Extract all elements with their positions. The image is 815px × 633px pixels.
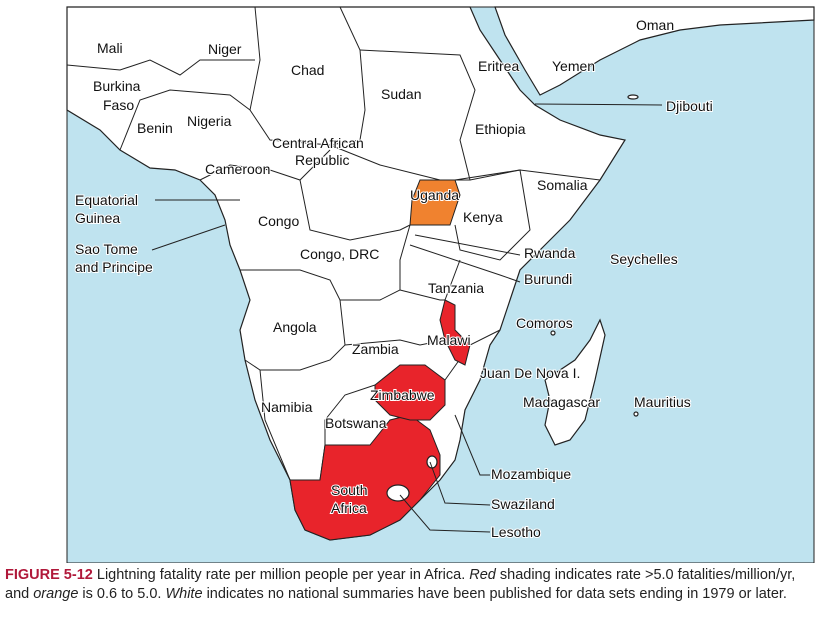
caption-text: Red (469, 567, 496, 583)
country-label: Tanzania (428, 280, 484, 296)
madagascar (544, 318, 606, 446)
country-label: Lesotho (491, 524, 541, 540)
country-label: Burundi (524, 271, 572, 287)
country-label: Faso (103, 97, 134, 113)
country-label: Botswana (325, 415, 387, 431)
country-label: Mozambique (491, 466, 571, 482)
country-label: Republic (295, 152, 349, 168)
country-label: Burkina (93, 78, 141, 94)
country-label: Yemen (552, 58, 595, 74)
caption-text: White (165, 586, 203, 602)
country-label: Cameroon (205, 161, 270, 177)
borders (66, 6, 601, 481)
country-label: Uganda (410, 187, 459, 203)
country-label: Malawi (427, 332, 471, 348)
leader-lines (151, 103, 663, 533)
country-label: Somalia (537, 177, 588, 193)
country-label: Congo (258, 213, 299, 229)
country-label: Namibia (261, 399, 313, 415)
country-label: Central African (272, 135, 364, 151)
malawi (439, 299, 471, 366)
country-label: Madagascar (523, 394, 600, 410)
caption-text: Lightning fatality rate per million peop… (96, 567, 466, 583)
country-label: Djibouti (666, 98, 713, 114)
country-label: Sudan (381, 86, 421, 102)
country-label: Ethiopia (475, 121, 526, 137)
country-label: Mali (97, 40, 123, 56)
country-label: Niger (208, 41, 242, 57)
country-label: and Principe (75, 259, 153, 275)
country-label: Angola (273, 319, 317, 335)
country-label: Kenya (463, 209, 503, 225)
island (550, 330, 556, 336)
country-label: Congo, DRC (300, 246, 379, 262)
country-label: Guinea (75, 210, 120, 226)
country-label: Equatorial (75, 192, 138, 208)
caption-text: indicates no national summaries have bee… (206, 586, 787, 602)
country-label: Mauritius (634, 394, 691, 410)
country-label: Oman (636, 17, 674, 33)
country-label: Comoros (516, 315, 573, 331)
country-label: Zimbabwe (370, 387, 435, 403)
lesotho (386, 484, 410, 502)
country-label: Zambia (352, 341, 399, 357)
country-label: Seychelles (610, 251, 678, 267)
country-label: South (331, 482, 368, 498)
country-label: Rwanda (524, 245, 576, 261)
island (633, 411, 639, 417)
country-label: Benin (137, 120, 173, 136)
country-label: Eritrea (478, 58, 519, 74)
island (627, 94, 639, 100)
country-label: Sao Tome (75, 241, 138, 257)
caption-text: orange (33, 586, 79, 602)
country-label: Africa (331, 500, 367, 516)
country-label: Swaziland (491, 496, 555, 512)
arabia (494, 6, 815, 96)
caption: FIGURE 5-12 Lightning fatality rate per … (5, 566, 810, 604)
caption-text: is 0.6 to 5.0. (82, 586, 162, 602)
country-label: Nigeria (187, 113, 232, 129)
figure-label: FIGURE 5-12 (5, 567, 93, 583)
uganda (409, 179, 461, 226)
country-label: Juan De Nova I. (480, 365, 580, 381)
caption-text: shading indicates rate >5.0 fatalities/m… (5, 567, 796, 602)
country-label: Chad (291, 62, 324, 78)
zimbabwe (374, 364, 446, 421)
